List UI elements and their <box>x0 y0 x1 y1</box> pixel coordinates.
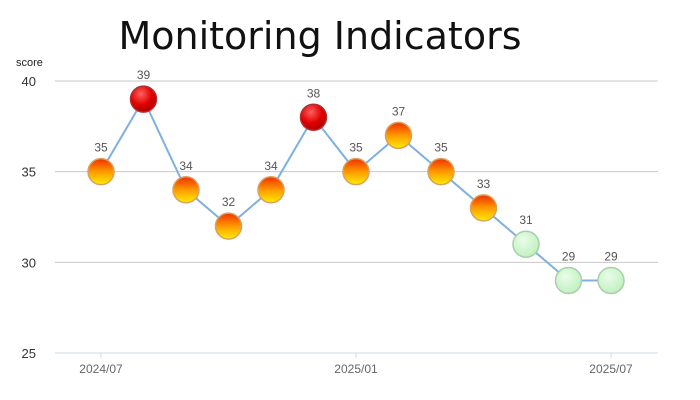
y-tick-label: 35 <box>22 165 36 180</box>
data-label: 35 <box>434 141 448 155</box>
data-label: 31 <box>519 213 533 227</box>
data-point <box>214 212 243 240</box>
data-point <box>469 194 498 222</box>
data-point <box>554 266 583 295</box>
data-label: 37 <box>392 104 406 118</box>
data-label: 33 <box>477 177 491 191</box>
data-point <box>172 176 200 204</box>
data-label: 39 <box>137 68 151 82</box>
chart-title: Monitoring Indicators <box>118 14 522 58</box>
data-label: 32 <box>222 195 236 209</box>
x-tick-label: 2024/07 <box>79 362 123 376</box>
data-point <box>512 230 540 258</box>
data-point <box>257 176 285 204</box>
data-label: 34 <box>264 159 278 173</box>
data-label: 29 <box>562 249 576 263</box>
x-tick-label: 2025/01 <box>334 362 378 376</box>
data-label: 35 <box>349 141 363 155</box>
data-point <box>597 266 625 295</box>
data-label: 35 <box>94 141 108 155</box>
data-point <box>129 85 158 113</box>
data-point <box>427 157 455 186</box>
data-point <box>384 121 413 150</box>
data-label: 34 <box>179 159 193 173</box>
data-label: 38 <box>307 86 321 100</box>
y-tick-label: 40 <box>22 74 36 89</box>
data-point <box>87 157 115 186</box>
data-label: 29 <box>604 249 618 263</box>
data-point <box>342 157 370 186</box>
data-point <box>299 103 328 132</box>
y-axis-label: score <box>16 57 43 69</box>
y-tick-label: 30 <box>22 255 36 270</box>
y-tick-label: 25 <box>22 346 36 361</box>
x-tick-label: 2025/07 <box>589 362 633 376</box>
